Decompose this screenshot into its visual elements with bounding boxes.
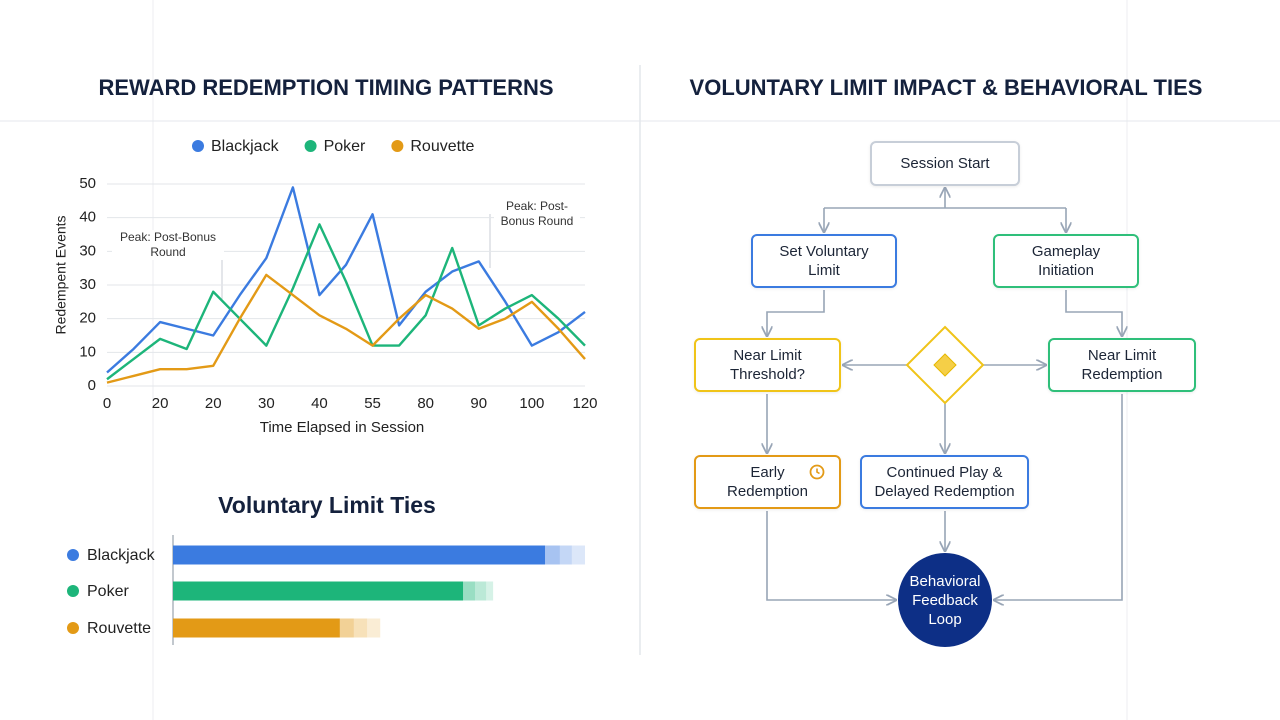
flow-arrows <box>767 188 1122 600</box>
annotation: Peak: Post-Bonus Round <box>494 199 580 229</box>
flow-node: Gameplay Initiation <box>993 234 1139 288</box>
arrow <box>994 394 1123 600</box>
decision-icon <box>933 353 957 377</box>
y-tick-label: 30 <box>79 242 96 259</box>
flow-node: Near Limit Redemption <box>1048 338 1196 392</box>
x-tick-label: 100 <box>519 395 544 412</box>
x-axis-title: Time Elapsed in Session <box>260 419 425 436</box>
feedback-circle <box>898 553 992 647</box>
y-tick-label: 40 <box>79 209 96 226</box>
legend-marker <box>304 140 317 152</box>
flow-node: Behavioral Feedback Loop <box>909 572 981 628</box>
category-dot <box>67 585 79 597</box>
bar-tail <box>353 618 368 638</box>
bar-tail <box>474 581 487 601</box>
annotation: Peak: Post-Bonus Round <box>112 230 224 260</box>
arrow <box>767 290 825 336</box>
flow-node: Session Start <box>870 141 1020 186</box>
x-tick-label: 90 <box>470 395 487 412</box>
category-dot <box>67 549 79 561</box>
series-line <box>106 223 586 381</box>
chart-title: REWARD REDEMPTION TIMING PATTERNS <box>98 75 553 100</box>
x-tick-label: 30 <box>258 395 275 412</box>
legend-label: Poker <box>324 138 366 155</box>
x-tick-label: 120 <box>572 395 597 412</box>
legend-label: Blackjack <box>211 138 280 155</box>
y-tick-label: 50 <box>79 175 96 192</box>
bar-tail <box>571 545 585 565</box>
legend-marker <box>192 140 204 152</box>
flow-node: Early Redemption <box>694 455 841 509</box>
bar-chart-title: Voluntary Limit Ties <box>218 492 436 518</box>
flow-node: Near Limit Threshold? <box>694 338 841 392</box>
y-tick-label: 0 <box>88 377 96 394</box>
category-dot <box>67 622 79 634</box>
flow-node: Set Voluntary Limit <box>751 234 897 288</box>
x-tick-label: 80 <box>417 395 434 412</box>
y-axis-title: Redempent Events <box>53 215 69 334</box>
y-tick-label: 20 <box>79 310 96 327</box>
x-tick-label: 20 <box>152 395 169 412</box>
category-label: Blackjack <box>87 547 156 564</box>
y-tick-label: 30 <box>79 276 96 293</box>
bar-tail <box>463 581 475 601</box>
bar <box>173 618 340 638</box>
x-tick-label: 55 <box>364 395 381 412</box>
x-tick-label: 0 <box>103 395 111 412</box>
bar-tail <box>367 618 381 638</box>
category-label: Poker <box>87 583 129 600</box>
category-label: Rouvette <box>87 620 151 637</box>
bar <box>173 545 546 565</box>
arrow <box>766 511 896 600</box>
series-line <box>106 186 586 374</box>
legend-marker <box>391 140 404 152</box>
diagram-title: VOLUNTARY LIMIT IMPACT & BEHAVIORAL TIES <box>690 75 1203 100</box>
bar-tail <box>545 545 560 565</box>
bar-tail <box>339 618 354 638</box>
arrow <box>1065 290 1122 336</box>
bar-tail <box>559 545 572 565</box>
legend-label: Rouvette <box>410 138 474 155</box>
clock-icon <box>809 464 825 480</box>
y-tick-label: 10 <box>79 343 96 360</box>
bar <box>173 581 464 601</box>
x-tick-label: 20 <box>205 395 222 412</box>
flow-node: Continued Play & Delayed Redemption <box>860 455 1029 509</box>
bar-tail <box>486 581 494 601</box>
series-line <box>106 273 586 384</box>
x-tick-label: 40 <box>311 395 328 412</box>
